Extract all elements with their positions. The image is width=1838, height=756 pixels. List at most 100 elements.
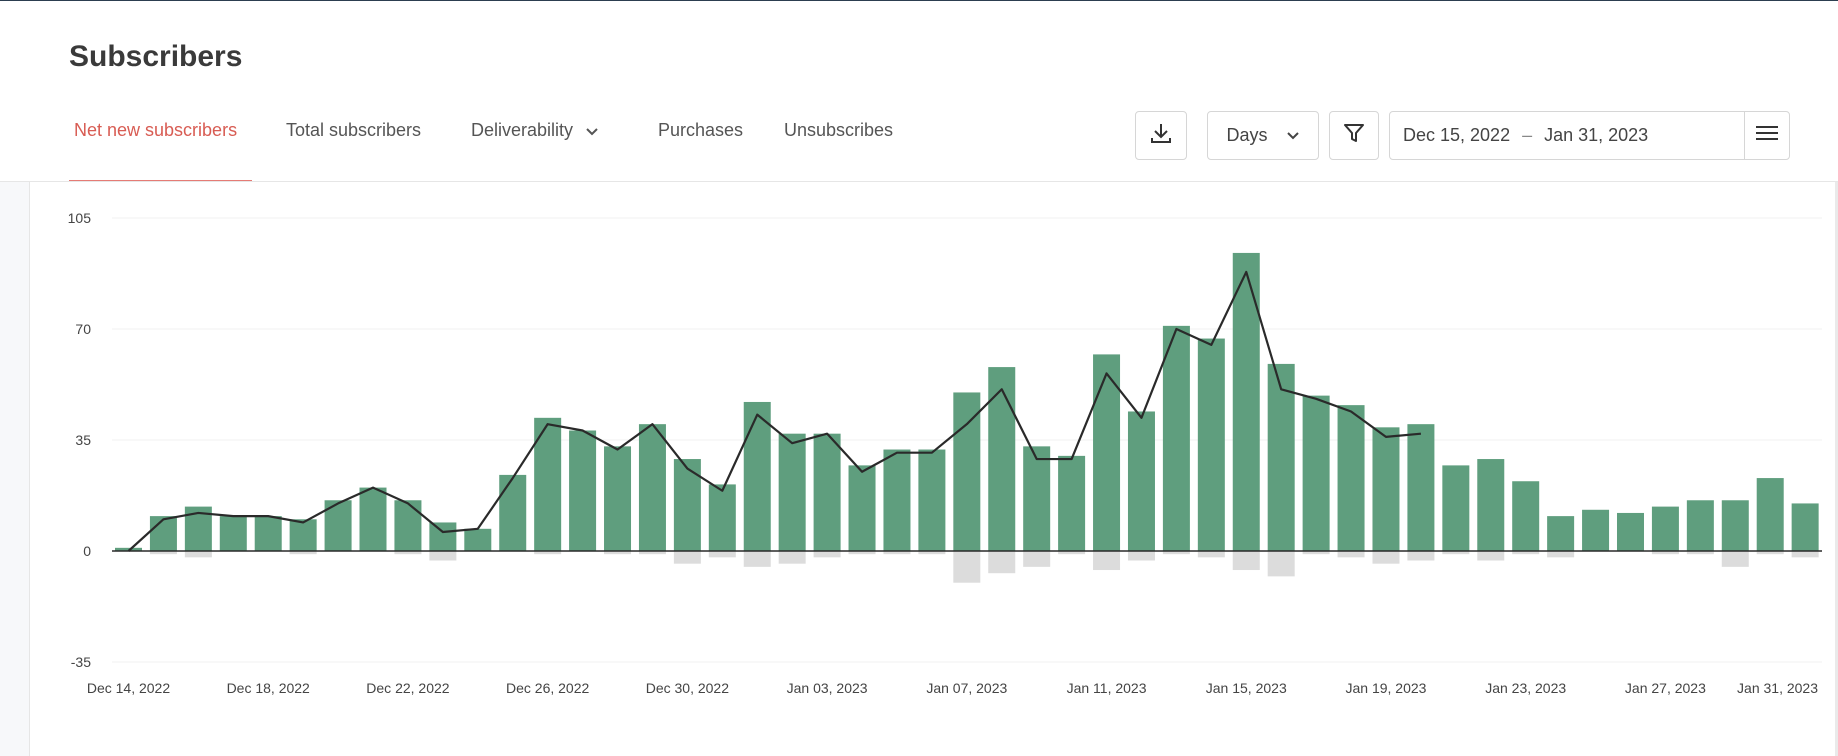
positive-bar bbox=[988, 367, 1016, 551]
negative-bar bbox=[149, 551, 177, 555]
positive-bar bbox=[1721, 500, 1749, 551]
positive-bar bbox=[1372, 427, 1400, 551]
negative-bar bbox=[638, 551, 666, 555]
x-tick-label: Jan 31, 2023 bbox=[1737, 680, 1818, 696]
positive-bar bbox=[778, 433, 806, 551]
negative-bar bbox=[1442, 551, 1470, 555]
page-title: Subscribers bbox=[69, 40, 243, 73]
x-tick-label: Jan 03, 2023 bbox=[787, 680, 868, 696]
y-axis-ticks: 105 70 35 0 -35 bbox=[68, 210, 92, 670]
positive-bar bbox=[848, 465, 876, 551]
negative-bar bbox=[1197, 551, 1225, 558]
negative-bar bbox=[1791, 551, 1819, 558]
x-tick-label: Dec 22, 2022 bbox=[366, 680, 449, 696]
x-axis-ticks: Dec 14, 2022 Dec 18, 2022 Dec 22, 2022 Dec … bbox=[87, 680, 1818, 696]
tab-total-subscribers[interactable]: Total subscribers bbox=[286, 120, 422, 140]
negative-bar bbox=[673, 551, 701, 564]
negative-bar bbox=[394, 551, 422, 555]
filter-icon bbox=[1342, 121, 1366, 150]
filter-button[interactable] bbox=[1329, 111, 1379, 160]
x-tick-label: Jan 15, 2023 bbox=[1206, 680, 1287, 696]
positive-bar bbox=[149, 516, 177, 551]
x-tick-label: Dec 30, 2022 bbox=[646, 680, 729, 696]
chevron-down-icon bbox=[585, 121, 599, 142]
positive-bar bbox=[953, 392, 981, 551]
date-range-picker[interactable]: Dec 15, 2022 – Jan 31, 2023 bbox=[1389, 111, 1790, 160]
positive-bar bbox=[743, 401, 771, 551]
negative-bar bbox=[1162, 551, 1190, 555]
negative-bar bbox=[1302, 551, 1330, 555]
positive-bar bbox=[464, 528, 492, 551]
tab-deliverability-label: Deliverability bbox=[471, 120, 574, 140]
y-tick-label: -35 bbox=[71, 654, 91, 670]
tab-net-new-subscribers[interactable]: Net new subscribers bbox=[74, 120, 238, 140]
positive-bar bbox=[289, 519, 317, 551]
tab-purchases[interactable]: Purchases bbox=[658, 120, 744, 140]
header-divider bbox=[0, 181, 1838, 182]
download-button[interactable] bbox=[1135, 111, 1187, 160]
negative-bar bbox=[1372, 551, 1400, 564]
positive-bar bbox=[1058, 455, 1086, 551]
positive-bar bbox=[1756, 478, 1784, 551]
negative-bar bbox=[1512, 551, 1540, 555]
date-separator: – bbox=[1522, 125, 1533, 145]
negative-bar bbox=[1093, 551, 1121, 571]
positive-bars bbox=[115, 252, 1819, 551]
negative-bar bbox=[1232, 551, 1260, 571]
positive-bar bbox=[1582, 509, 1610, 551]
negative-bar bbox=[1721, 551, 1749, 567]
negative-bar bbox=[918, 551, 946, 555]
positive-bar bbox=[1337, 405, 1365, 551]
date-end[interactable]: Jan 31, 2023 bbox=[1544, 125, 1649, 145]
y-tick-label: 105 bbox=[68, 210, 92, 226]
y-tick-label: 35 bbox=[75, 432, 91, 448]
positive-bar bbox=[1162, 325, 1190, 551]
download-icon bbox=[1149, 121, 1173, 150]
positive-bar bbox=[1686, 500, 1714, 551]
positive-bar bbox=[359, 487, 387, 551]
date-start[interactable]: Dec 15, 2022 bbox=[1403, 125, 1511, 145]
positive-bar bbox=[499, 474, 527, 551]
chevron-down-icon bbox=[1286, 125, 1300, 146]
negative-bars bbox=[149, 551, 1819, 583]
positive-bar bbox=[1477, 459, 1505, 551]
interval-select[interactable]: Days bbox=[1207, 111, 1319, 160]
negative-bar bbox=[1756, 551, 1784, 555]
negative-bar bbox=[743, 551, 771, 567]
negative-bar bbox=[1547, 551, 1575, 558]
positive-bar bbox=[1407, 424, 1435, 551]
positive-bar bbox=[918, 449, 946, 551]
negative-bar bbox=[534, 551, 562, 555]
positive-bar bbox=[1127, 411, 1155, 551]
tab-deliverability[interactable]: Deliverability bbox=[471, 120, 599, 142]
positive-bar bbox=[708, 484, 736, 551]
tab-unsubscribes[interactable]: Unsubscribes bbox=[784, 120, 894, 140]
chart-menu-button[interactable] bbox=[1744, 112, 1789, 159]
negative-bar bbox=[813, 551, 841, 558]
right-panel-edge bbox=[1835, 182, 1838, 756]
negative-bar bbox=[708, 551, 736, 558]
negative-bar bbox=[1407, 551, 1435, 561]
negative-bar bbox=[1127, 551, 1155, 561]
positive-bar bbox=[638, 424, 666, 551]
negative-bar bbox=[184, 551, 212, 558]
trend-line bbox=[127, 270, 1422, 552]
y-tick-label: 0 bbox=[83, 543, 91, 559]
negative-bar bbox=[289, 551, 317, 555]
positive-bar bbox=[1302, 395, 1330, 551]
positive-bar bbox=[429, 522, 457, 551]
positive-bar bbox=[673, 459, 701, 551]
negative-bar bbox=[848, 551, 876, 555]
x-tick-label: Dec 14, 2022 bbox=[87, 680, 170, 696]
positive-bar bbox=[1547, 516, 1575, 551]
positive-bar bbox=[1616, 512, 1644, 551]
positive-bar bbox=[1023, 446, 1051, 551]
negative-bar bbox=[883, 551, 911, 555]
negative-bar bbox=[1058, 551, 1086, 555]
negative-bar bbox=[1267, 551, 1295, 577]
positive-bar bbox=[569, 430, 597, 551]
positive-bar bbox=[219, 516, 247, 551]
interval-label: Days bbox=[1226, 125, 1268, 145]
top-border bbox=[0, 0, 1838, 1]
